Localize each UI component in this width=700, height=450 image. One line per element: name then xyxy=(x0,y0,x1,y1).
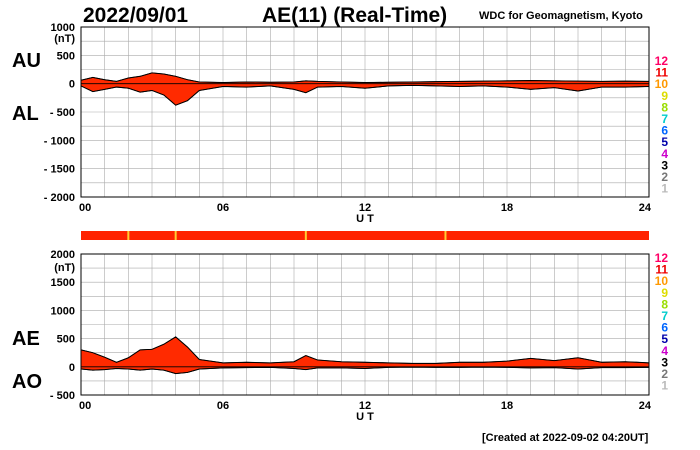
station-legend-12: 12 xyxy=(655,54,669,68)
y-tick-label: 1000 xyxy=(51,305,75,317)
series-line-au xyxy=(80,72,650,84)
station-legend-7: 7 xyxy=(661,112,668,126)
station-legend-5: 5 xyxy=(661,332,668,346)
ae-label: AE xyxy=(12,328,40,350)
coverage-mark xyxy=(174,231,177,240)
au-label: AU xyxy=(12,50,41,72)
y-tick-label: - 1000 xyxy=(44,135,75,147)
y-tick-label: 2000 xyxy=(51,249,75,261)
y-axis-unit: (nT) xyxy=(54,33,75,45)
station-legend-8: 8 xyxy=(661,100,668,114)
coverage-mark xyxy=(444,231,447,240)
x-tick-label: 06 xyxy=(217,202,229,214)
station-legend-4: 4 xyxy=(661,344,668,358)
station-legend-12: 12 xyxy=(655,251,669,265)
chart-title: AE(11) (Real-Time) xyxy=(262,4,448,27)
al-label: AL xyxy=(12,103,39,125)
series-line-ao xyxy=(80,366,650,375)
station-legend-8: 8 xyxy=(661,297,668,311)
station-legend-10: 10 xyxy=(655,274,669,288)
station-legend-1: 1 xyxy=(661,182,668,196)
x-tick-label: 00 xyxy=(79,202,91,214)
station-legend-6: 6 xyxy=(661,321,668,335)
station-legend-5: 5 xyxy=(661,135,668,149)
plot-frame xyxy=(80,253,650,396)
x-tick-label: 18 xyxy=(501,400,513,412)
y-tick-label: - 500 xyxy=(50,107,75,119)
station-legend-9: 9 xyxy=(661,286,668,300)
x-tick-label: 24 xyxy=(639,400,652,412)
station-legend-4: 4 xyxy=(661,147,668,161)
y-tick-label: - 2000 xyxy=(44,192,75,204)
x-tick-label: 12 xyxy=(359,400,371,412)
station-legend-3: 3 xyxy=(661,355,668,369)
y-tick-label: 500 xyxy=(57,50,75,62)
station-legend-2: 2 xyxy=(661,170,668,184)
station-legend-6: 6 xyxy=(661,124,668,138)
plot-frame xyxy=(80,26,650,198)
station-legend-3: 3 xyxy=(661,158,668,172)
station-legend-1: 1 xyxy=(661,379,668,393)
x-tick-label: 24 xyxy=(639,202,652,214)
station-legend-10: 10 xyxy=(655,77,669,91)
y-tick-label: - 500 xyxy=(50,390,75,402)
series-line-al xyxy=(80,84,650,106)
x-tick-label: 00 xyxy=(79,400,91,412)
y-axis-unit: (nT) xyxy=(54,262,75,274)
data-coverage-stripe xyxy=(81,231,649,240)
y-tick-label: 1000 xyxy=(51,22,75,34)
y-tick-label: 0 xyxy=(69,362,75,374)
y-tick-label: 500 xyxy=(57,334,75,346)
station-legend-2: 2 xyxy=(661,367,668,381)
coverage-mark xyxy=(127,231,130,240)
series-line-ae xyxy=(80,336,650,364)
y-tick-label: 0 xyxy=(69,79,75,91)
x-tick-label: 12 xyxy=(359,202,371,214)
x-tick-label: 06 xyxy=(217,400,229,412)
station-legend-7: 7 xyxy=(661,309,668,323)
y-tick-label: - 1500 xyxy=(44,164,75,176)
x-axis-label: U T xyxy=(356,213,374,225)
y-tick-label: 1500 xyxy=(51,277,75,289)
created-timestamp: [Created at 2022-09-02 04:20UT] xyxy=(482,432,649,444)
ao-label: AO xyxy=(12,371,42,393)
station-legend-11: 11 xyxy=(655,263,668,277)
station-legend-9: 9 xyxy=(661,89,668,103)
x-tick-label: 18 xyxy=(501,202,513,214)
coverage-mark xyxy=(304,231,307,240)
x-axis-label: U T xyxy=(356,411,374,423)
date-label: 2022/09/01 xyxy=(83,4,189,27)
station-legend-11: 11 xyxy=(655,66,668,80)
source-label: WDC for Geomagnetism, Kyoto xyxy=(479,10,643,22)
